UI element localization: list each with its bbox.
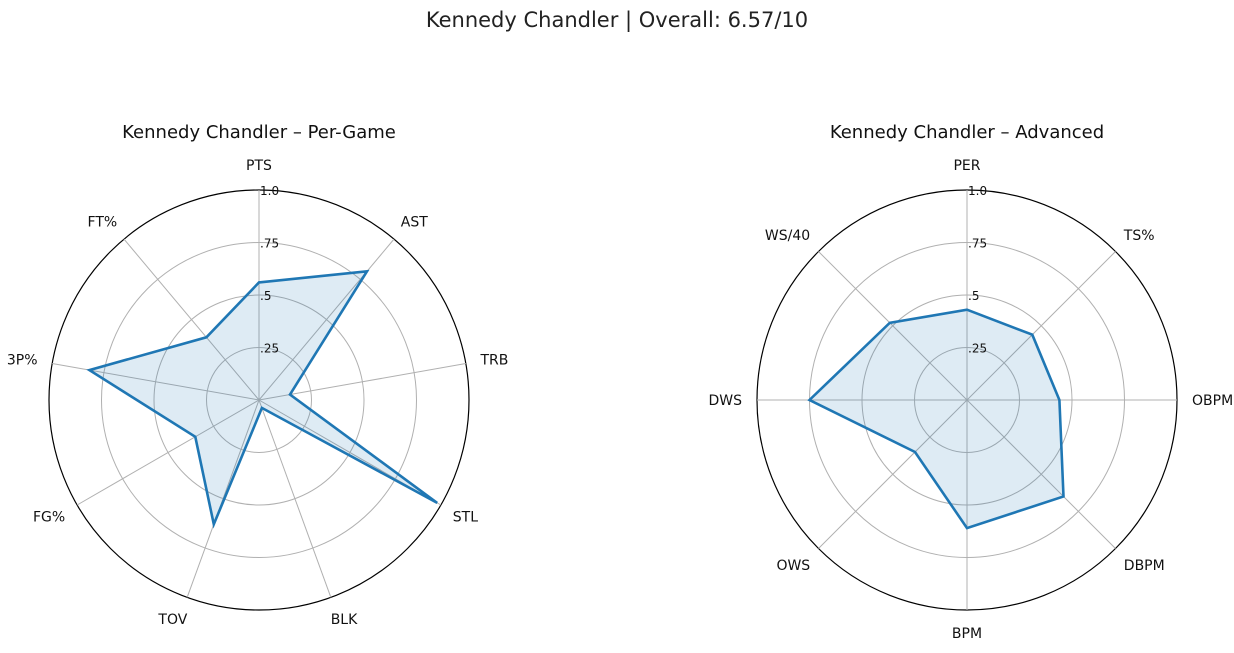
figure-suptitle: Kennedy Chandler | Overall: 6.57/10: [425, 8, 809, 32]
radial-tick-label: 1.0: [260, 184, 279, 198]
radar-per-game: Kennedy Chandler – Per-Game .25 .5 .75 1.0 P…: [7, 122, 509, 628]
category-label: AST: [401, 215, 428, 231]
chart-title: Kennedy Chandler – Per-Game: [122, 122, 396, 143]
category-label: PER: [953, 158, 980, 174]
category-label: DWS: [708, 393, 742, 409]
category-label: OBPM: [1192, 393, 1233, 409]
radial-tick-label: 1.0: [968, 184, 987, 198]
radar-spoke: [258, 238, 395, 401]
radar-spoke: [818, 399, 968, 549]
category-label: STL: [453, 510, 478, 526]
category-label: BLK: [331, 612, 358, 628]
category-label: TRB: [480, 353, 509, 369]
radar-advanced: Kennedy Chandler – Advanced .25 .5 .75 1.0 P…: [708, 122, 1233, 642]
category-label: FT%: [88, 215, 118, 231]
category-label: WS/40: [765, 228, 810, 244]
radar-spoke: [966, 251, 1116, 401]
category-label: OWS: [776, 558, 810, 574]
category-label: TS%: [1123, 228, 1155, 244]
radar-spoke: [966, 399, 1116, 549]
radar-spoke: [258, 363, 466, 401]
chart-title: Kennedy Chandler – Advanced: [830, 122, 1104, 143]
category-label: FG%: [33, 510, 65, 526]
category-label: 3P%: [7, 353, 38, 369]
category-label: TOV: [157, 612, 187, 628]
radar-spoke: [123, 238, 260, 401]
radial-tick-label: .5: [968, 289, 979, 303]
radar-spoke: [818, 251, 968, 401]
radar-series-polygon: [86, 269, 438, 529]
radial-tick-label: .75: [968, 237, 987, 251]
radial-tick-label: .25: [260, 342, 279, 356]
radial-tick-label: .5: [260, 289, 271, 303]
category-label: PTS: [246, 158, 272, 174]
category-label: BPM: [952, 626, 982, 642]
radial-tick-label: .25: [968, 342, 987, 356]
radial-tick-label: .75: [260, 237, 279, 251]
radar-spoke: [76, 399, 260, 506]
category-label: DBPM: [1124, 558, 1165, 574]
radar-series-polygon: [807, 308, 1065, 530]
radar-spoke: [258, 399, 332, 598]
